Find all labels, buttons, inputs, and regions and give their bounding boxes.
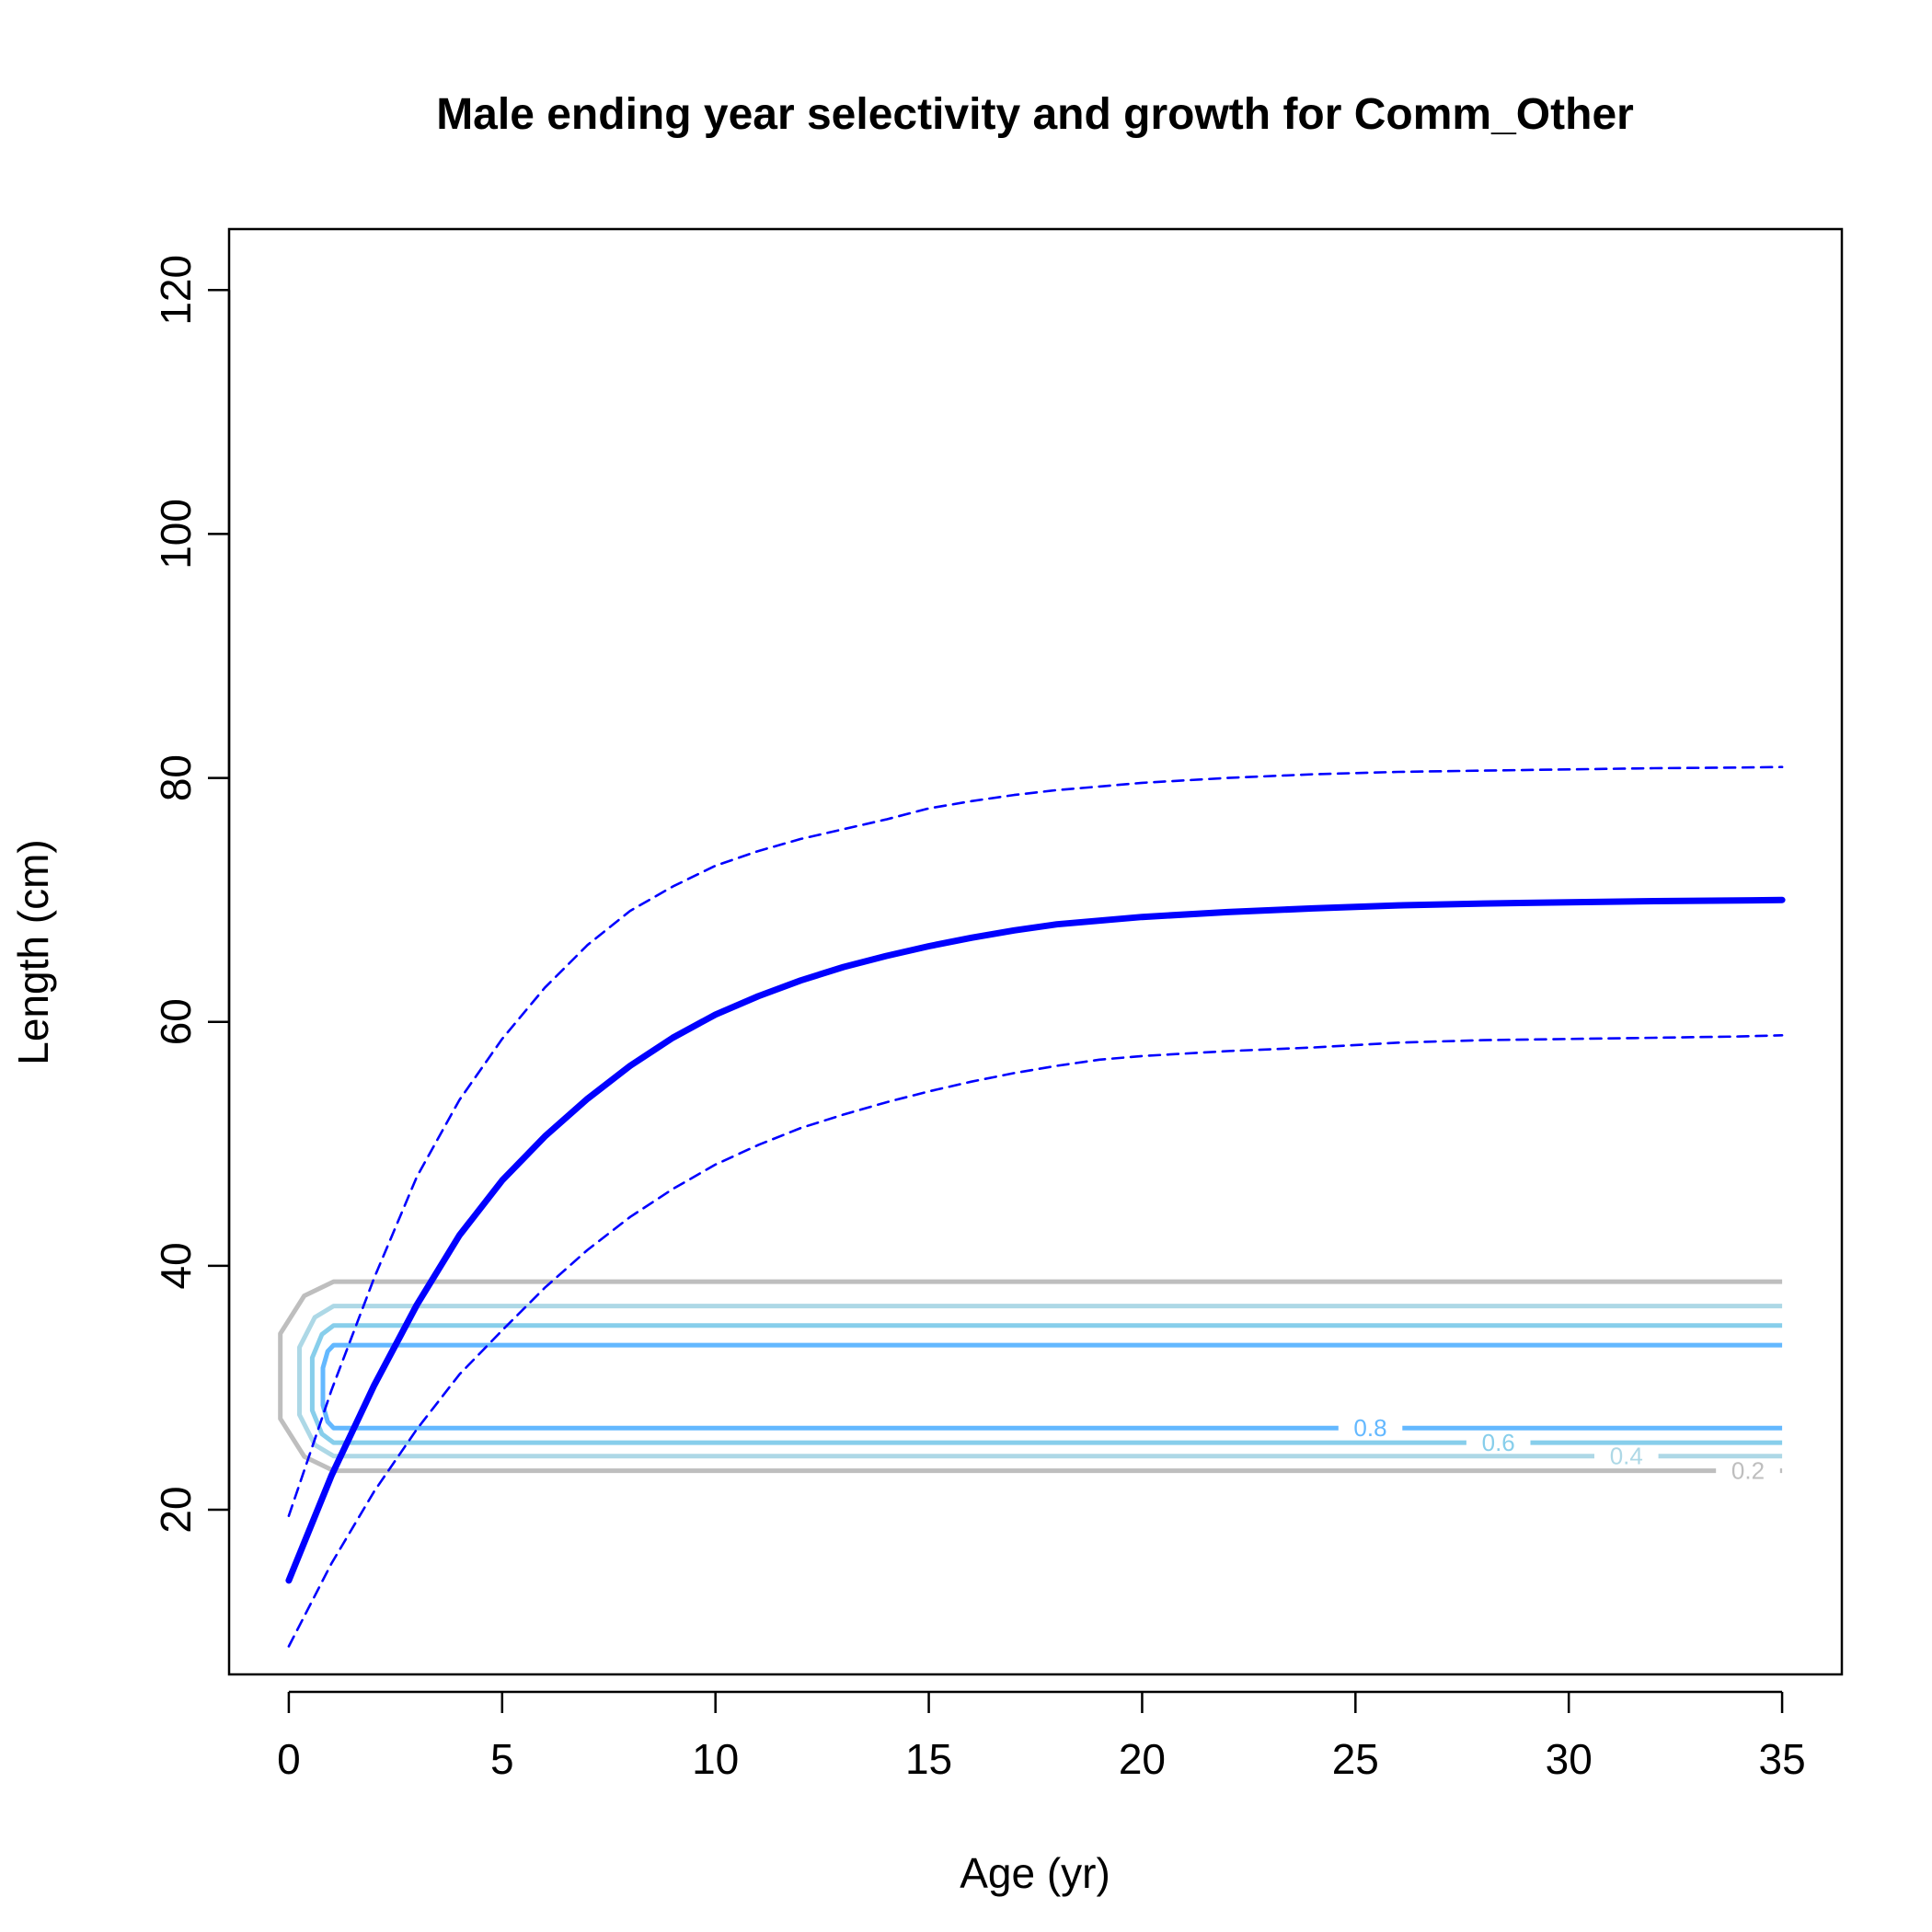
contour-label-0.6: 0.6 — [1482, 1429, 1515, 1456]
x-tick-label: 5 — [490, 1735, 514, 1783]
x-tick-label: 10 — [692, 1735, 739, 1783]
x-tick-label: 25 — [1332, 1735, 1379, 1783]
contour-line-0.2 — [278, 1279, 1783, 1474]
growth-lines — [285, 765, 1786, 1648]
x-axis: 0 5 10 15 20 25 30 35 — [277, 1690, 1806, 1783]
x-tick-label: 20 — [1119, 1735, 1166, 1783]
x-tick-label: 30 — [1546, 1735, 1593, 1783]
contour-line-0.6 — [309, 1323, 1783, 1445]
y-tick-label: 80 — [152, 754, 200, 801]
contour-label-0.4: 0.4 — [1610, 1443, 1643, 1470]
contour-line-0.4 — [297, 1304, 1783, 1459]
selectivity-contours: 0.2 0.4 0.6 0.8 — [278, 1279, 1783, 1485]
y-tick-label: 100 — [152, 499, 200, 569]
contour-label-0.2: 0.2 — [1731, 1457, 1765, 1485]
contour-line-0.8 — [320, 1342, 1783, 1431]
upper-interval-line — [287, 765, 1784, 1517]
y-tick-label: 120 — [152, 255, 200, 326]
x-tick-label: 35 — [1758, 1735, 1805, 1783]
x-tick-label: 15 — [905, 1735, 952, 1783]
lower-interval-line — [287, 1034, 1784, 1648]
y-axis-label: Length (cm) — [9, 839, 57, 1064]
mean-length-line — [285, 896, 1786, 1584]
chart-title: Male ending year selectivity and growth … — [436, 90, 1634, 139]
y-tick-label: 20 — [152, 1486, 200, 1533]
x-axis-label: Age (yr) — [960, 1849, 1110, 1897]
contour-label-0.8: 0.8 — [1353, 1414, 1386, 1442]
y-tick-label: 60 — [152, 998, 200, 1045]
x-tick-label: 0 — [277, 1735, 301, 1783]
y-axis: 20 40 60 80 100 120 — [152, 255, 231, 1534]
y-tick-label: 40 — [152, 1242, 200, 1289]
